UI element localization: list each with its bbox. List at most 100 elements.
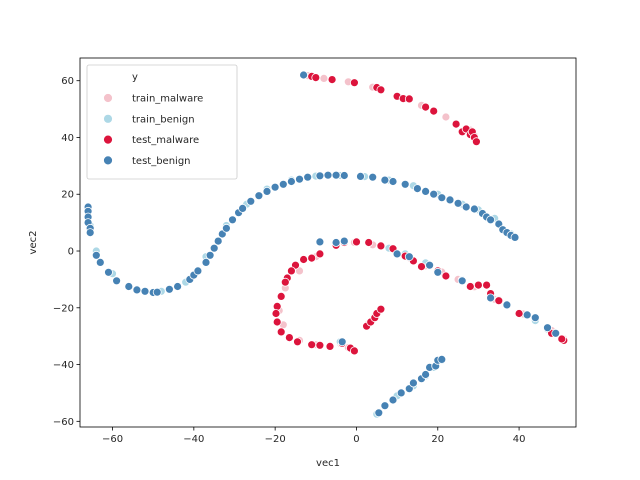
x-tick-label: 0 [353,434,359,445]
point-test_malware [482,280,492,290]
y-tick-label: −60 [53,417,74,428]
point-test_benign [209,243,219,253]
point-test_malware [349,78,359,88]
x-tick-label: −60 [102,434,123,445]
legend-label-test_benign: test_benign [132,156,191,167]
point-test_benign [412,184,422,194]
x-axis-label: vec1 [316,458,340,469]
x-tick-label: 20 [431,434,444,445]
point-test_benign [421,370,431,379]
point-test_benign [388,177,398,186]
point-test_malware [276,327,286,337]
point-train_malware [319,74,329,83]
x-axis-ticks: −60 −40 −20 0 20 40 [102,427,525,445]
plot-frame [79,57,577,428]
points-layer [83,70,569,419]
point-test_malware [417,262,426,272]
point-test_malware [465,282,475,291]
point-test_benign [429,189,439,199]
point-test_benign [164,284,174,294]
point-test_malware [473,280,483,290]
point-test_malware [311,73,321,82]
point-test_benign [331,170,341,180]
point-test_benign [486,293,496,303]
point-test_benign [193,266,203,276]
point-test_benign [315,237,325,247]
point-test_benign [278,179,288,189]
point-test_benign [228,215,237,225]
point-test_malware [271,309,281,318]
legend-marker-train_malware [103,93,113,103]
point-test_benign [337,337,347,347]
point-test_malware [307,253,317,263]
point-test_malware [286,266,296,276]
y-tick-label: −40 [53,360,74,371]
point-test_malware [376,304,386,314]
y-tick-label: 40 [61,133,74,144]
point-test_benign [295,174,304,184]
point-test_benign [95,257,105,267]
point-test_benign [323,170,333,180]
point-test_benign [408,378,418,388]
point-test_benign [246,196,256,206]
point-test_malware [276,291,286,301]
point-test_malware [471,137,481,147]
x-tick-label: −20 [265,434,286,445]
legend: y train_malware train_benign test_malwaret… [86,64,238,180]
point-test_malware [557,334,567,344]
point-test_malware [293,337,302,347]
y-axis-label: vec2 [28,231,39,255]
point-test_malware [376,241,386,251]
point-test_benign [331,238,341,247]
point-test_benign [303,172,313,182]
point-test_benign [152,287,162,297]
point-test_benign [201,257,211,267]
point-test_benign [510,232,520,242]
point-test_benign [457,276,467,286]
y-tick-label: 60 [61,76,74,87]
point-test_benign [543,323,552,333]
legend-box [86,64,238,180]
x-tick-label: 40 [513,434,526,445]
y-tick-label: 20 [61,190,74,201]
point-test_malware [404,94,414,104]
point-test_benign [140,286,150,296]
point-test_benign [286,177,296,186]
point-test_benign [262,186,272,196]
point-test_benign [453,198,463,208]
point-test_malware [514,309,524,318]
point-test_malware [421,102,431,112]
point-test_benign [433,267,443,277]
point-test_benign [254,191,264,201]
x-tick-label: −40 [183,434,204,445]
point-test_malware [349,346,359,356]
point-test_benign [339,171,349,180]
legend-label-test_malware: test_malware [132,135,199,146]
point-test_benign [315,171,325,181]
point-test_benign [502,300,512,310]
point-test_benign [551,328,561,338]
point-test_malware [441,271,451,281]
point-test_benign [445,195,455,205]
point-test_benign [238,203,248,213]
point-test_benign [404,252,414,262]
point-test_malware [284,333,294,343]
point-test_benign [437,193,447,203]
point-test_malware [429,106,439,116]
legend-marker-train_benign [103,113,113,124]
legend-label-train_benign: train_benign [132,114,195,125]
point-test_malware [352,237,361,247]
point-train_malware [441,112,451,122]
point-test_benign [205,250,215,260]
point-test_benign [380,401,390,411]
point-test_malware [299,255,309,264]
point-test_benign [339,236,349,246]
point-test_malware [280,277,290,287]
point-test_benign [400,179,410,189]
y-axis-ticks: −60 −40 −20 0 20 40 60 [53,76,80,428]
point-test_benign [374,408,384,418]
point-test_benign [132,285,142,295]
point-test_benign [173,282,183,291]
point-test_benign [486,215,496,225]
